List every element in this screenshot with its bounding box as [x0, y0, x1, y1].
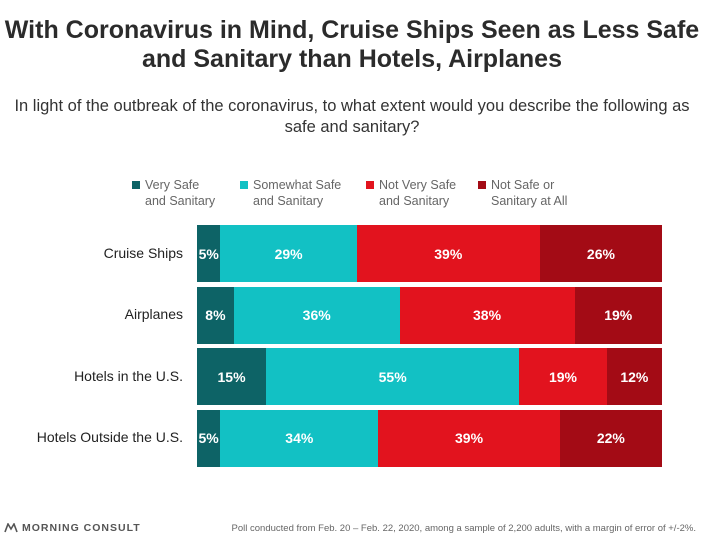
bar-segment: 19%	[574, 286, 662, 344]
legend-label-line1: Not Safe or	[491, 178, 555, 192]
brand: MORNING CONSULT	[4, 522, 141, 534]
legend-label-line2: and Sanitary	[253, 194, 324, 208]
data-label: 15%	[217, 368, 246, 385]
legend-label: Not Safe or Sanitary at All	[491, 177, 567, 209]
chart-title: With Coronavirus in Mind, Cruise Ships S…	[4, 16, 700, 73]
legend-label: Not Very Safe and Sanitary	[379, 177, 456, 209]
bar-segment: 5%	[197, 409, 221, 467]
bar-segment: 8%	[197, 286, 234, 344]
bar-segment: 29%	[220, 225, 357, 282]
category-label: Cruise Ships	[103, 244, 183, 261]
bar-segment: 34%	[220, 409, 379, 467]
footnote: Poll conducted from Feb. 20 – Feb. 22, 2…	[231, 523, 696, 534]
data-label: 39%	[434, 245, 463, 262]
data-label: 29%	[274, 245, 303, 262]
bar-segment: 15%	[197, 348, 267, 405]
data-label: 8%	[205, 307, 226, 323]
bar-segment: 12%	[606, 348, 662, 405]
bar-segment: 26%	[539, 225, 662, 282]
bar-segment: 19%	[519, 348, 607, 405]
data-label: 36%	[302, 307, 331, 323]
data-label: 5%	[198, 245, 219, 262]
legend-label-line1: Not Very Safe	[379, 178, 457, 192]
brand-name: MORNING CONSULT	[22, 522, 141, 534]
data-label: 19%	[548, 368, 578, 385]
data-label: 5%	[198, 430, 219, 446]
data-label: 19%	[604, 307, 633, 323]
legend-label-line1: Somewhat Safe	[253, 178, 342, 192]
data-label: 38%	[473, 307, 502, 323]
bar-segment: 36%	[233, 286, 400, 344]
bar-segment: 39%	[378, 409, 560, 467]
category-label: Airplanes	[124, 306, 183, 322]
data-label: 39%	[455, 430, 484, 446]
chart-subtitle: In light of the outbreak of the coronavi…	[14, 97, 690, 136]
data-label: 55%	[378, 368, 407, 385]
legend-label-line1: Very Safe	[145, 178, 200, 192]
bar-segment: 5%	[197, 225, 221, 282]
legend-swatch	[240, 181, 248, 189]
legend-swatch	[132, 181, 140, 189]
bar-segment: 39%	[356, 225, 540, 282]
data-label: 34%	[285, 430, 314, 446]
data-label: 26%	[586, 245, 615, 262]
data-label: 12%	[620, 368, 649, 385]
legend-label-line2: and Sanitary	[379, 194, 450, 208]
category-label: Hotels in the U.S.	[74, 367, 183, 384]
data-label: 22%	[596, 430, 625, 446]
legend-label: Somewhat Safe and Sanitary	[253, 177, 341, 209]
legend-label-line2: and Sanitary	[145, 194, 216, 208]
morning-consult-logo-icon	[4, 523, 18, 533]
bar-segment: 55%	[266, 348, 520, 405]
legend-swatch	[478, 181, 486, 189]
bar-segment: 22%	[559, 409, 662, 467]
legend-label: Very Safe and Sanitary	[145, 177, 215, 209]
legend-swatch	[366, 181, 374, 189]
bar-segment: 38%	[399, 286, 575, 344]
legend-label-line2: Sanitary at All	[491, 194, 568, 208]
category-label: Hotels Outside the U.S.	[36, 429, 183, 445]
